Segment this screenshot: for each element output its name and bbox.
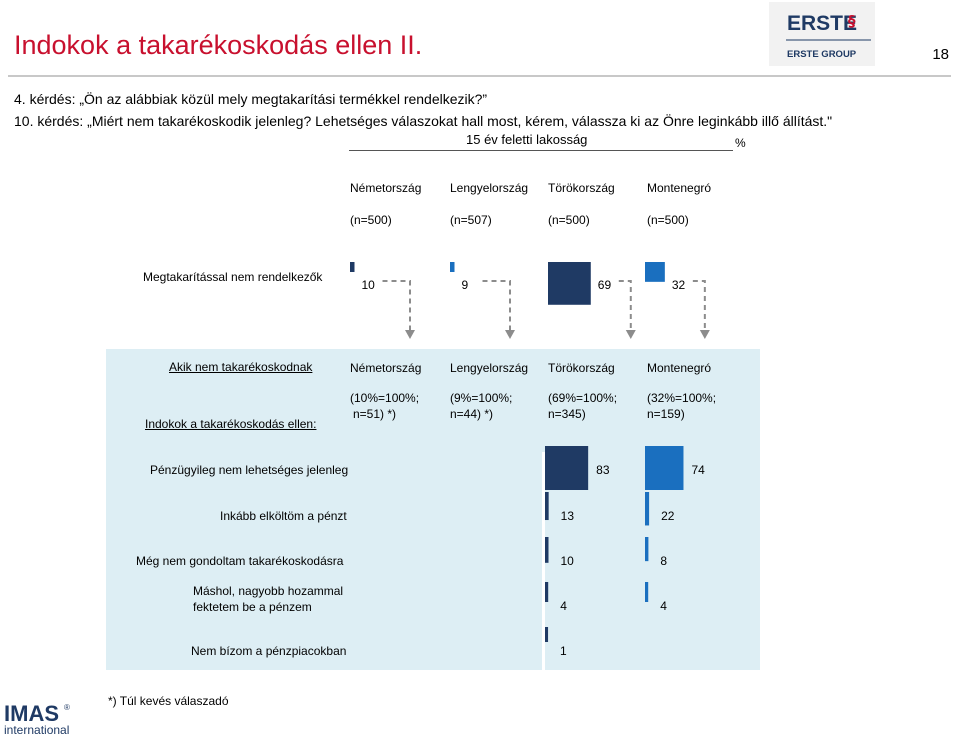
flow-arrow-head	[405, 330, 415, 339]
svg-text:ERSTE: ERSTE	[787, 12, 857, 35]
country-header-tr: Törökország	[548, 181, 615, 195]
flow-arrow-head	[699, 330, 710, 339]
non-savers-row-label: Megtakarítással nem rendelkezők	[143, 270, 323, 284]
reason-bar-value: 74	[691, 463, 705, 477]
reason-bar	[645, 446, 684, 490]
svg-text:international: international	[4, 723, 69, 736]
sample-size-de: (n=500)	[350, 213, 392, 227]
flow-arrow	[692, 280, 706, 332]
country-bar-value: 69	[598, 278, 612, 292]
question-2: 10. kérdés: „Miért nem takarékoskodik je…	[14, 113, 833, 129]
sample-size-tr: (n=500)	[548, 213, 590, 227]
flow-arrow	[618, 280, 632, 332]
population-underline	[349, 150, 733, 151]
svg-text:IMAS: IMAS	[4, 701, 59, 726]
base-me-line2: n=159)	[647, 407, 685, 421]
reason-bar-value: 13	[561, 509, 575, 523]
reason-bar-value: 10	[561, 554, 575, 568]
reason-bar	[545, 446, 589, 490]
reason-bar	[645, 492, 650, 526]
reason-bar-value: 4	[660, 599, 667, 613]
base-tr-line1: (69%=100%;	[548, 391, 618, 405]
reasons-panel	[106, 349, 760, 670]
flow-arrow	[482, 280, 511, 332]
country-bar	[548, 262, 591, 305]
country-bar-value: 32	[672, 278, 686, 292]
base-pl-line1: (9%=100%;	[450, 391, 513, 405]
page-number: 18	[932, 46, 949, 63]
base-pl-line2: n=44) *)	[450, 407, 494, 421]
reason-bar-value: 83	[596, 463, 610, 477]
reason-bar	[645, 582, 649, 602]
reason-bar-value: 4	[560, 599, 567, 613]
panel-country-de: Németország	[350, 361, 422, 375]
country-bar-value: 9	[462, 278, 469, 292]
page-title: Indokok a takarékoskodás ellen II.	[14, 30, 423, 60]
flow-arrow-head	[505, 330, 515, 339]
panel-country-pl: Lengyelország	[450, 361, 529, 375]
reason-bar	[645, 537, 649, 562]
svg-text:ERSTE GROUP: ERSTE GROUP	[787, 49, 857, 60]
footnote: *) Túl kevés válaszadó	[108, 694, 229, 708]
country-header-me: Montenegró	[647, 181, 712, 195]
base-de-line1: (10%=100%;	[350, 391, 420, 405]
country-bar-value: 10	[362, 278, 376, 292]
population-label: 15 év feletti lakosság	[466, 132, 588, 147]
panel-country-me: Montenegró	[647, 361, 712, 375]
panel-divider	[542, 452, 545, 670]
sample-size-me: (n=500)	[647, 213, 689, 227]
country-header-pl: Lengyelország	[450, 181, 529, 195]
reason-label: Inkább elköltöm a pénzt	[220, 509, 347, 523]
sample-size-pl: (n=507)	[450, 213, 492, 227]
reason-label: Még nem gondoltam takarékoskodásra	[136, 554, 344, 568]
svg-text:§: §	[848, 12, 856, 30]
reason-label: Pénzügyileg nem lehetséges jelenleg	[150, 463, 349, 477]
country-header-de: Németország	[350, 181, 422, 195]
country-bar	[350, 262, 355, 272]
reason-bar	[545, 582, 549, 602]
flow-arrow-head	[625, 330, 636, 339]
panel-country-tr: Törökország	[548, 361, 615, 375]
title-divider	[8, 75, 951, 77]
reason-bar-value: 8	[660, 554, 667, 568]
reason-bar-value: 1	[560, 644, 567, 658]
reason-bar	[545, 537, 549, 563]
erste-logo: ERSTE § ERSTE GROUP	[769, 2, 875, 66]
reason-label: Nem bízom a pénzpiacokban	[191, 644, 347, 658]
reasons-heading: Indokok a takarékoskodás ellen:	[145, 417, 317, 431]
question-1: 4. kérdés: „Ön az alábbiak közül mely me…	[14, 91, 488, 107]
base-me-line1: (32%=100%;	[647, 391, 717, 405]
country-bar	[645, 262, 665, 282]
reason-bar-value: 22	[661, 509, 675, 523]
unit-label: %	[735, 136, 746, 150]
reason-bar	[545, 492, 549, 521]
svg-text:®: ®	[64, 703, 70, 712]
reason-bar	[545, 627, 549, 642]
reason-label: Máshol, nagyobb hozammal fektetem be a p…	[193, 584, 344, 614]
non-savers-heading: Akik nem takarékoskodnak	[169, 360, 313, 374]
base-de-line2: n=51) *)	[353, 407, 397, 421]
country-bar	[450, 262, 455, 272]
flow-arrow	[382, 280, 411, 332]
base-tr-line2: n=345)	[548, 407, 586, 421]
